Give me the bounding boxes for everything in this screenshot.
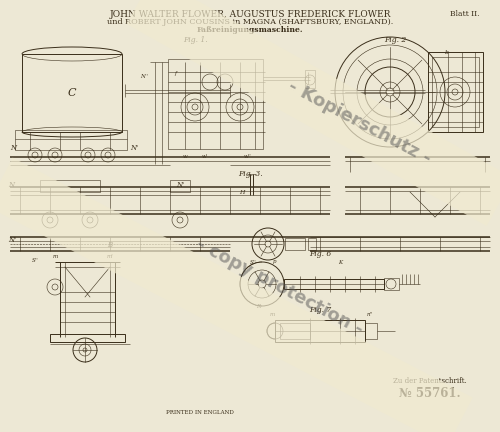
- Bar: [40, 180, 100, 192]
- Text: b: b: [445, 50, 449, 54]
- Bar: [365, 323, 377, 339]
- Text: N': N': [130, 144, 138, 152]
- Text: Fig. 2: Fig. 2: [384, 36, 406, 44]
- Text: w: w: [182, 153, 188, 159]
- Text: R: R: [256, 305, 260, 309]
- Bar: [305, 70, 315, 88]
- Text: Zu der Patentschrift.: Zu der Patentschrift.: [393, 377, 467, 385]
- Bar: [168, 59, 263, 149]
- Bar: [22, 54, 122, 132]
- Text: S'': S'': [250, 260, 256, 264]
- Bar: [308, 238, 316, 250]
- Text: B: B: [108, 241, 112, 249]
- Bar: [384, 278, 399, 290]
- Text: m: m: [270, 312, 274, 318]
- Text: w'': w'': [244, 153, 252, 159]
- Text: S'': S'': [32, 257, 38, 263]
- Bar: [284, 279, 384, 289]
- Text: Faßreinigungsmaschine.: Faßreinigungsmaschine.: [197, 26, 303, 34]
- Text: N': N': [8, 236, 16, 244]
- Text: K: K: [338, 260, 342, 264]
- Text: H: H: [240, 190, 245, 194]
- Bar: [15, 130, 127, 150]
- Bar: [432, 57, 479, 127]
- Text: Fig. 1.: Fig. 1.: [182, 36, 208, 44]
- Text: C: C: [68, 88, 76, 98]
- Text: N': N': [176, 181, 184, 189]
- Bar: [170, 180, 190, 192]
- Text: m': m': [106, 254, 114, 260]
- Bar: [275, 320, 365, 342]
- Text: N: N: [10, 144, 16, 152]
- Text: w': w': [202, 153, 208, 159]
- Text: p: p: [273, 260, 277, 264]
- Text: N: N: [8, 181, 14, 189]
- Bar: [280, 323, 310, 339]
- Text: und ROBERT JOHN COUSINS in MAGNA (SHAFTSBURY, ENGLAND).: und ROBERT JOHN COUSINS in MAGNA (SHAFTS…: [107, 18, 393, 26]
- Polygon shape: [0, 158, 472, 432]
- Text: PRINTED IN ENGLAND: PRINTED IN ENGLAND: [166, 410, 234, 415]
- Text: JOHN WALTER FLOWER, AUGUSTUS FREDERICK FLOWER: JOHN WALTER FLOWER, AUGUSTUS FREDERICK F…: [110, 10, 390, 19]
- Text: - copy protection -: - copy protection -: [194, 235, 366, 339]
- Text: № 55761.: № 55761.: [399, 387, 461, 400]
- Text: - Kopierschutz -: - Kopierschutz -: [286, 76, 434, 167]
- Text: n'': n'': [367, 312, 373, 318]
- Bar: [428, 52, 483, 132]
- Bar: [285, 238, 305, 250]
- Text: Fig. 7: Fig. 7: [309, 306, 331, 314]
- Text: Blatt II.: Blatt II.: [450, 10, 480, 18]
- Text: Fig. 3.: Fig. 3.: [238, 170, 262, 178]
- Text: N'': N'': [140, 74, 148, 79]
- Text: m: m: [52, 254, 58, 260]
- Bar: [50, 334, 125, 342]
- Text: f: f: [174, 72, 176, 76]
- Polygon shape: [126, 0, 500, 226]
- Text: Fig. 6: Fig. 6: [309, 250, 331, 258]
